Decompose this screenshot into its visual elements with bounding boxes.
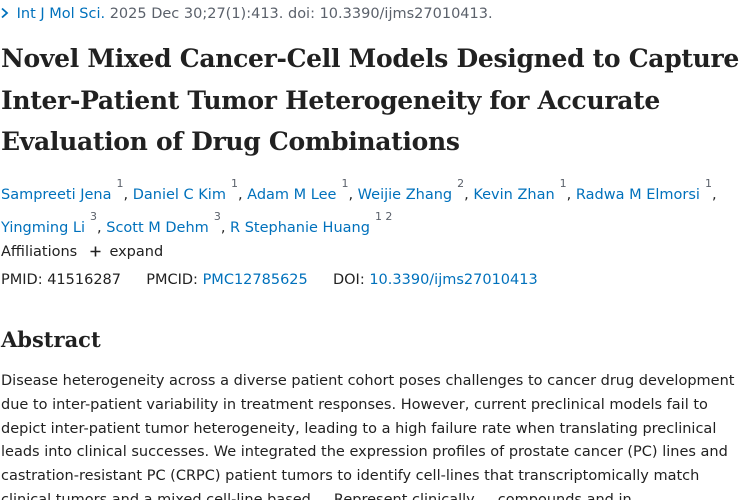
author-affiliation-ref[interactable]: 1 (230, 177, 238, 190)
chevron-right-icon[interactable] (0, 4, 9, 24)
title-line: Evaluation of Drug Combinations (1, 127, 460, 156)
abstract-line: leads into clinical successes. We integr… (1, 444, 728, 461)
author-list: Sampreeti Jena1, Daniel C Kim1, Adam M L… (1, 176, 750, 242)
identifiers-row: PMID: 41516287 PMCID: PMC12785625 DOI: 1… (1, 270, 538, 290)
abstract-line: depict inter-patient tumor heterogeneity… (1, 420, 717, 437)
abstract-heading: Abstract (1, 327, 101, 352)
pmcid-link[interactable]: PMC12785625 (202, 272, 308, 288)
author-link[interactable]: Weijie Zhang (357, 186, 453, 203)
author-affiliation-ref[interactable]: 3 (213, 209, 221, 223)
author-link[interactable]: Kevin Zhan (473, 186, 555, 203)
doi-link[interactable]: 10.3390/ijms27010413 (369, 272, 538, 288)
author-affiliation-ref[interactable]: 2 (457, 177, 465, 190)
title-line: Novel Mixed Cancer-Cell Models Designed … (1, 44, 739, 73)
affiliations-label: Affiliations (1, 244, 78, 260)
abstract-line: due to inter-patient variability in trea… (1, 396, 708, 413)
author-line: Yingming Li3, Scott M Dehm3, R Stephanie… (1, 209, 393, 236)
journal-link[interactable]: Int J Mol Sci. (16, 6, 106, 22)
author-affiliation-ref[interactable]: 1 (341, 177, 349, 190)
author-affiliation-ref[interactable]: 1 (559, 177, 567, 190)
abstract-line: clinical tumors and a mixed cell-line ba… (1, 491, 632, 500)
author-affiliation-ref[interactable]: 1 (116, 177, 124, 190)
author-line: Sampreeti Jena1, Daniel C Kim1, Adam M L… (1, 177, 717, 203)
abstract-line: castration-resistant PC (CRPC) patient t… (1, 468, 700, 485)
citation-line: Int J Mol Sci. 2025 Dec 30;27(1):413. do… (0, 4, 493, 24)
expand-label[interactable]: expand (109, 244, 164, 260)
abstract-line: Disease heterogeneity across a diverse p… (1, 373, 735, 389)
doi-label: DOI: (332, 272, 365, 288)
abstract-body: Disease heterogeneity across a diverse p… (1, 370, 750, 500)
article-title: Novel Mixed Cancer-Cell Models Designed … (1, 38, 750, 163)
title-line: Inter-Patient Tumor Heterogeneity for Ac… (1, 85, 660, 115)
citation-details: 2025 Dec 30;27(1):413. doi: 10.3390/ijms… (109, 6, 493, 22)
pmcid-label: PMCID: (146, 272, 198, 288)
author-link[interactable]: Scott M Dehm (106, 219, 209, 236)
plus-icon[interactable] (90, 241, 101, 261)
author-link[interactable]: Sampreeti Jena (1, 186, 112, 203)
author-link[interactable]: Yingming Li (1, 219, 86, 236)
author-affiliation-ref[interactable]: 1 (704, 177, 712, 190)
author-link[interactable]: R Stephanie Huang (230, 219, 370, 236)
affiliations-toggle[interactable]: Affiliations expand (1, 241, 163, 262)
author-link[interactable]: Radwa M Elmorsi (575, 186, 700, 203)
pmid-value: 41516287 (47, 272, 122, 288)
author-link[interactable]: Daniel C Kim (132, 186, 226, 203)
author-affiliation-ref[interactable]: 1 2 (374, 209, 393, 223)
author-affiliation-ref[interactable]: 3 (90, 209, 98, 223)
pmid-label: PMID: (1, 272, 43, 288)
author-link[interactable]: Adam M Lee (247, 186, 337, 203)
